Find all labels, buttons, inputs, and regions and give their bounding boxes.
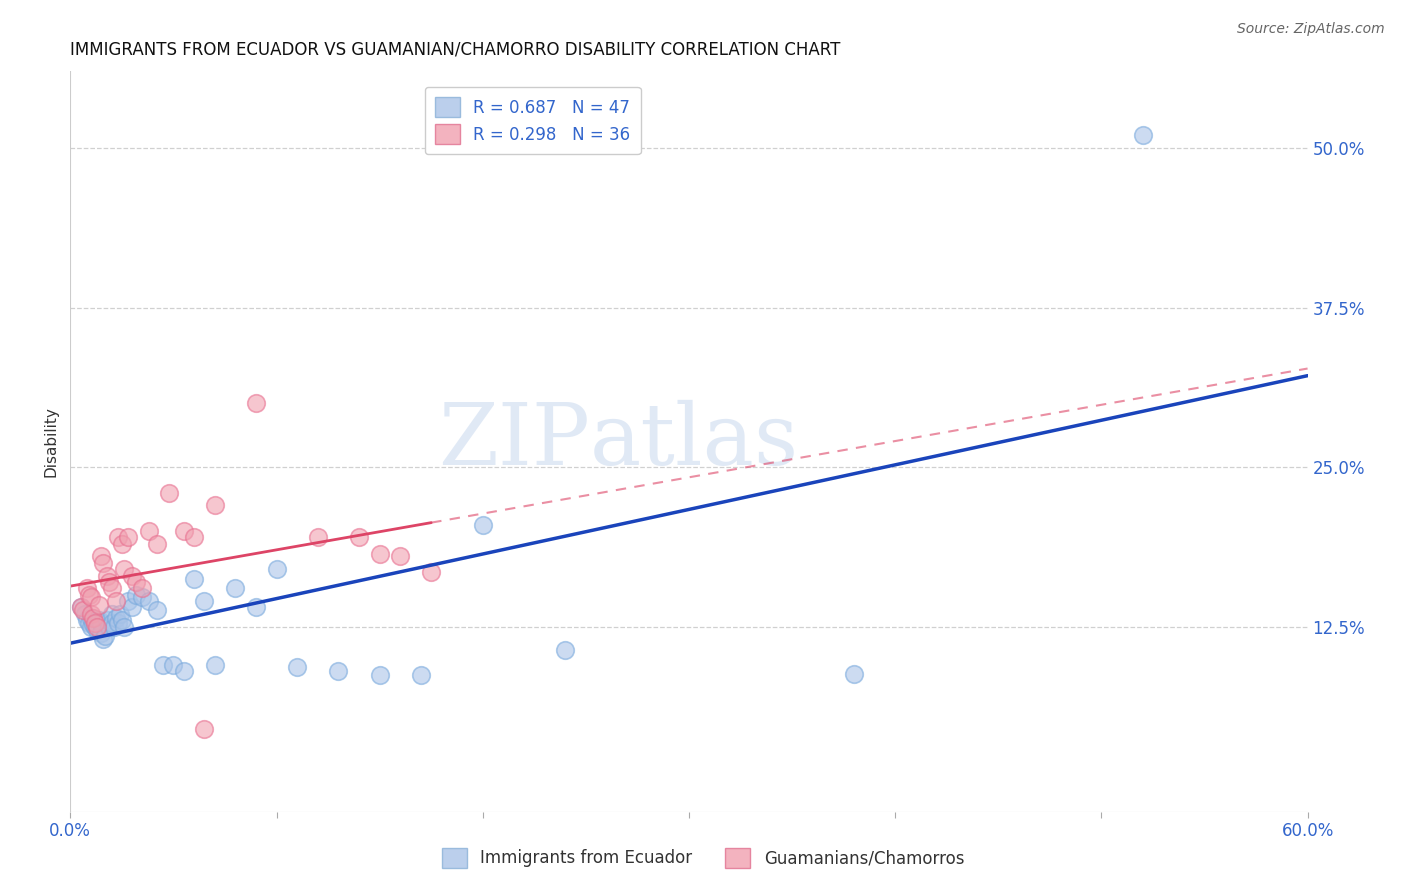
Point: [183, 573, 205, 587]
Legend: R = 0.687   N = 47, R = 0.298   N = 36: R = 0.687 N = 47, R = 0.298 N = 36: [425, 87, 641, 154]
Point: [90, 626, 112, 640]
Point: [842, 666, 865, 681]
Point: [91, 632, 114, 647]
Point: [104, 610, 127, 624]
Point: [1132, 128, 1154, 143]
Point: [146, 536, 169, 550]
Point: [89, 613, 111, 627]
Point: [112, 562, 135, 576]
Point: [103, 620, 125, 634]
Point: [98, 620, 121, 634]
Point: [368, 547, 391, 561]
Point: [285, 660, 308, 674]
Point: [90, 549, 112, 564]
Point: [91, 556, 114, 570]
Point: [73, 607, 96, 621]
Point: [98, 574, 121, 589]
Point: [82, 617, 104, 632]
Text: atlas: atlas: [591, 400, 799, 483]
Point: [76, 613, 98, 627]
Point: [193, 722, 215, 736]
Point: [224, 582, 246, 596]
Point: [80, 591, 103, 605]
Point: [409, 668, 432, 682]
Point: [554, 642, 576, 657]
Text: Source: ZipAtlas.com: Source: ZipAtlas.com: [1237, 22, 1385, 37]
Point: [245, 600, 267, 615]
Point: [193, 594, 215, 608]
Point: [131, 582, 153, 596]
Point: [111, 613, 134, 627]
Y-axis label: Disability: Disability: [44, 406, 59, 477]
Point: [328, 665, 350, 679]
Point: [420, 565, 443, 579]
Point: [80, 607, 103, 621]
Point: [77, 615, 100, 630]
Point: [80, 610, 103, 624]
Point: [100, 582, 122, 596]
Point: [77, 588, 100, 602]
Point: [131, 591, 153, 605]
Point: [104, 594, 127, 608]
Point: [138, 524, 160, 538]
Point: [125, 588, 148, 602]
Point: [84, 615, 107, 630]
Point: [368, 668, 391, 682]
Point: [72, 603, 94, 617]
Point: [307, 530, 329, 544]
Point: [107, 530, 129, 544]
Point: [125, 574, 148, 589]
Point: [112, 620, 135, 634]
Point: [90, 615, 112, 630]
Point: [76, 582, 98, 596]
Point: [80, 620, 103, 634]
Point: [152, 657, 174, 672]
Point: [138, 594, 160, 608]
Point: [96, 613, 118, 627]
Point: [157, 485, 180, 500]
Point: [389, 549, 412, 564]
Text: IMMIGRANTS FROM ECUADOR VS GUAMANIAN/CHAMORRO DISABILITY CORRELATION CHART: IMMIGRANTS FROM ECUADOR VS GUAMANIAN/CHA…: [70, 41, 841, 59]
Point: [347, 530, 370, 544]
Point: [96, 568, 118, 582]
Point: [471, 517, 494, 532]
Point: [245, 396, 267, 410]
Point: [100, 607, 122, 621]
Point: [94, 629, 117, 643]
Point: [173, 524, 195, 538]
Point: [162, 657, 184, 672]
Legend: Immigrants from Ecuador, Guamanians/Chamorros: Immigrants from Ecuador, Guamanians/Cham…: [434, 841, 972, 875]
Point: [84, 620, 107, 634]
Point: [146, 603, 169, 617]
Point: [89, 598, 111, 612]
Point: [121, 568, 143, 582]
Point: [108, 607, 131, 621]
Point: [121, 600, 143, 615]
Point: [107, 615, 129, 630]
Point: [111, 536, 134, 550]
Point: [204, 657, 226, 672]
Point: [69, 600, 91, 615]
Point: [204, 499, 226, 513]
Text: ZIP: ZIP: [439, 400, 591, 483]
Point: [266, 562, 288, 576]
Point: [86, 624, 108, 638]
Point: [100, 615, 122, 630]
Point: [117, 594, 139, 608]
Point: [183, 530, 205, 544]
Point: [173, 665, 195, 679]
Point: [86, 620, 108, 634]
Point: [117, 530, 139, 544]
Point: [69, 600, 91, 615]
Point: [82, 610, 104, 624]
